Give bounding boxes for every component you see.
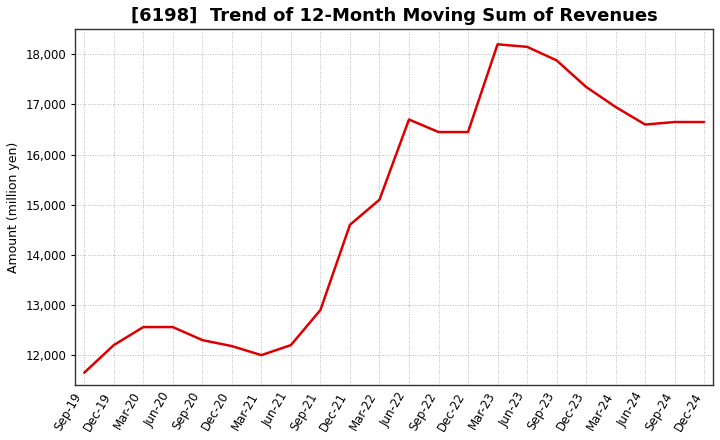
Title: [6198]  Trend of 12-Month Moving Sum of Revenues: [6198] Trend of 12-Month Moving Sum of R… bbox=[131, 7, 657, 25]
Y-axis label: Amount (million yen): Amount (million yen) bbox=[7, 142, 20, 273]
